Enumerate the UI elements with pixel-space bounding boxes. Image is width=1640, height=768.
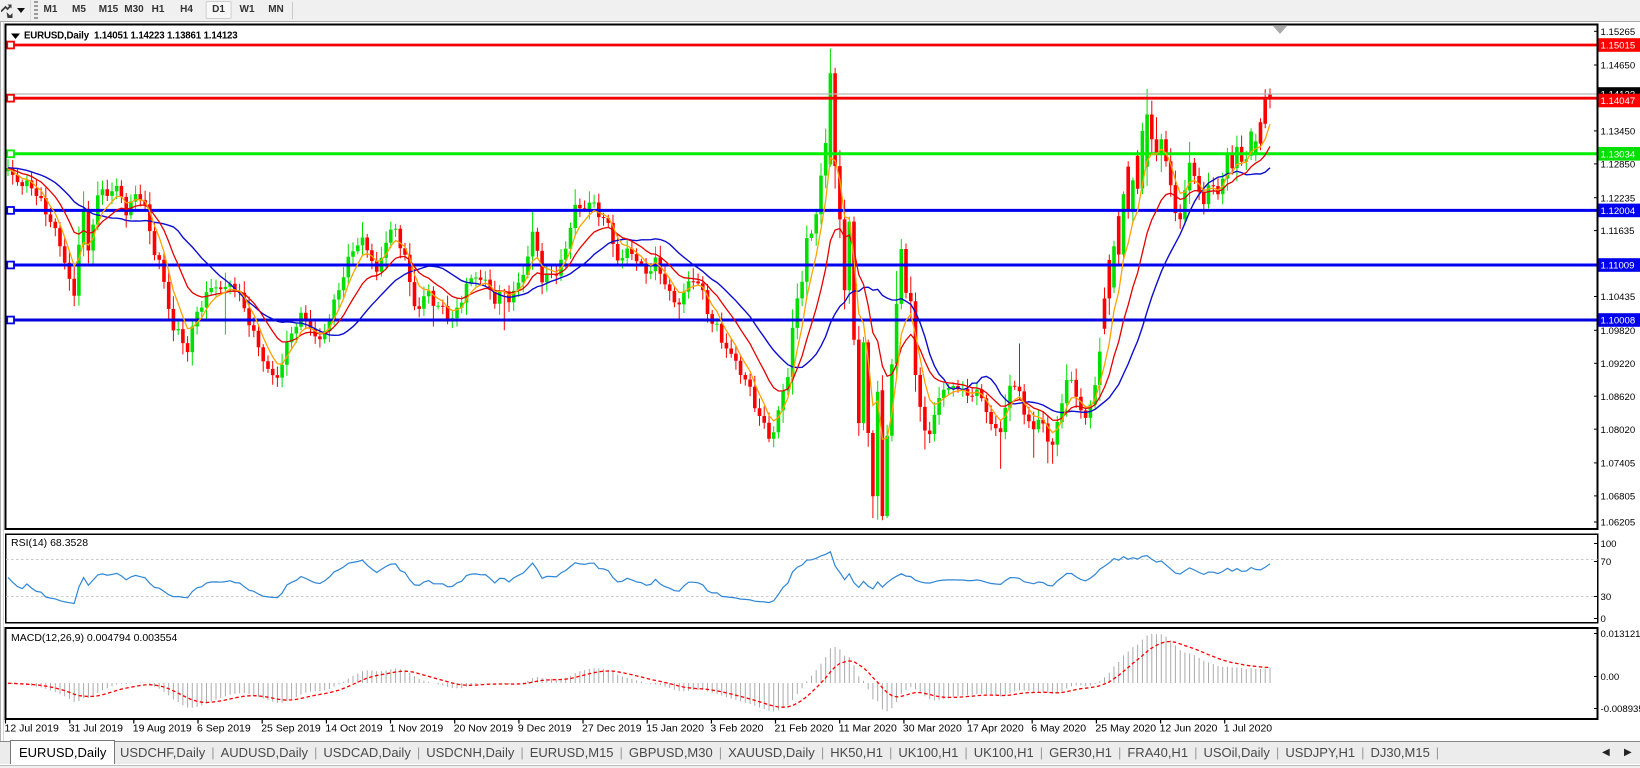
- svg-text:-0.008935: -0.008935: [1601, 704, 1640, 715]
- svg-text:15 Jan 2020: 15 Jan 2020: [646, 723, 704, 735]
- svg-text:11 Mar 2020: 11 Mar 2020: [839, 723, 897, 735]
- svg-text:20 Nov 2019: 20 Nov 2019: [454, 723, 514, 735]
- svg-text:1.10008: 1.10008: [1601, 316, 1636, 327]
- svg-text:1.12235: 1.12235: [1601, 193, 1636, 204]
- svg-text:1.13450: 1.13450: [1601, 127, 1636, 138]
- svg-text:6 May 2020: 6 May 2020: [1031, 723, 1086, 735]
- svg-text:1.06805: 1.06805: [1601, 492, 1636, 503]
- svg-text:MACD(12,26,9) 0.004794 0.00355: MACD(12,26,9) 0.004794 0.003554: [11, 632, 178, 644]
- svg-text:14 Oct 2019: 14 Oct 2019: [325, 723, 382, 735]
- svg-text:25 May 2020: 25 May 2020: [1095, 723, 1156, 735]
- svg-text:1.13034: 1.13034: [1601, 149, 1636, 160]
- svg-text:1.15015: 1.15015: [1601, 41, 1636, 52]
- svg-text:12 Jul 2019: 12 Jul 2019: [5, 723, 59, 735]
- svg-text:25 Sep 2019: 25 Sep 2019: [261, 723, 321, 735]
- svg-text:EURUSD,Daily 1.14051 1.14223: EURUSD,Daily 1.14051 1.14223 1.13861 1.1…: [24, 31, 238, 42]
- svg-text:30: 30: [1601, 592, 1612, 603]
- svg-text:31 Jul 2019: 31 Jul 2019: [69, 723, 123, 735]
- svg-text:1.06205: 1.06205: [1601, 518, 1636, 529]
- svg-text:21 Feb 2020: 21 Feb 2020: [775, 723, 834, 735]
- svg-text:19 Aug 2019: 19 Aug 2019: [133, 723, 192, 735]
- svg-text:70: 70: [1601, 557, 1612, 568]
- svg-text:1.14047: 1.14047: [1601, 96, 1636, 107]
- svg-text:1.07405: 1.07405: [1601, 459, 1636, 470]
- svg-text:100: 100: [1601, 539, 1617, 550]
- svg-text:1.09220: 1.09220: [1601, 359, 1636, 370]
- svg-text:1.11009: 1.11009: [1601, 261, 1635, 272]
- svg-text:1.12004: 1.12004: [1601, 206, 1636, 217]
- svg-text:1.08020: 1.08020: [1601, 425, 1636, 436]
- svg-text:1.09820: 1.09820: [1601, 326, 1636, 337]
- svg-text:1.14650: 1.14650: [1601, 61, 1636, 72]
- svg-text:9 Dec 2019: 9 Dec 2019: [518, 723, 572, 735]
- svg-text:1 Nov 2019: 1 Nov 2019: [390, 723, 444, 735]
- svg-text:1.10435: 1.10435: [1601, 292, 1636, 303]
- svg-text:27 Dec 2019: 27 Dec 2019: [582, 723, 642, 735]
- svg-text:0.013121: 0.013121: [1601, 629, 1640, 640]
- svg-text:RSI(14) 68.3528: RSI(14) 68.3528: [11, 537, 88, 549]
- svg-text:30 Mar 2020: 30 Mar 2020: [903, 723, 962, 735]
- svg-text:6 Sep 2019: 6 Sep 2019: [197, 723, 251, 735]
- svg-text:1.08620: 1.08620: [1601, 392, 1636, 403]
- svg-text:17 Apr 2020: 17 Apr 2020: [967, 723, 1024, 735]
- svg-text:0: 0: [1601, 614, 1606, 625]
- svg-text:1.15265: 1.15265: [1601, 27, 1636, 38]
- svg-text:1.12850: 1.12850: [1601, 160, 1636, 171]
- svg-text:1 Jul 2020: 1 Jul 2020: [1224, 723, 1273, 735]
- svg-text:0.00: 0.00: [1601, 672, 1620, 683]
- svg-text:1.11635: 1.11635: [1601, 226, 1635, 237]
- svg-text:12 Jun 2020: 12 Jun 2020: [1160, 723, 1218, 735]
- svg-text:3 Feb 2020: 3 Feb 2020: [710, 723, 763, 735]
